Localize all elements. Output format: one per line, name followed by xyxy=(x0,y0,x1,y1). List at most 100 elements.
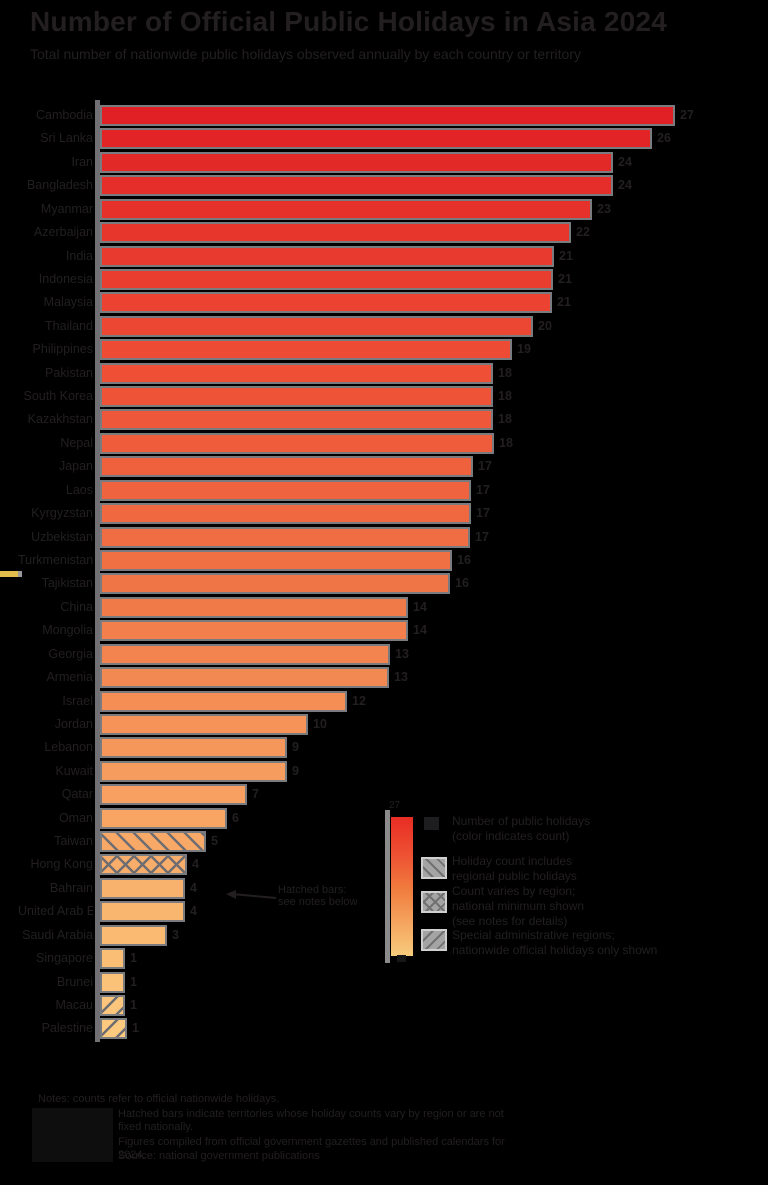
bar-value-label: 24 xyxy=(618,155,632,169)
bar-hatch-pattern xyxy=(102,833,204,850)
bar xyxy=(100,620,408,641)
row-label: Thailand xyxy=(45,319,93,333)
row-label: Bahrain xyxy=(49,881,93,895)
bar-hatch-pattern xyxy=(102,997,123,1014)
footnote-line3: Figures compiled from official governmen… xyxy=(118,1136,505,1161)
bar-value-label: 14 xyxy=(413,623,427,637)
bar-value-label: 13 xyxy=(394,670,408,684)
legend-label-count-l1: Number of public holidays xyxy=(452,814,591,828)
row-label: Malaysia xyxy=(43,295,93,309)
annotation-line1: Hatched bars: xyxy=(278,884,347,896)
chart-subtitle: Total number of nationwide public holida… xyxy=(30,46,581,62)
bar xyxy=(100,948,125,969)
bar-value-label: 26 xyxy=(657,131,671,145)
legend-swatch-hatch-fwd xyxy=(421,929,447,951)
bar-value-label: 21 xyxy=(559,249,573,263)
bar-value-label: 14 xyxy=(413,600,427,614)
row-label: Iran xyxy=(71,155,93,169)
bar-value-label: 4 xyxy=(190,881,197,895)
bar xyxy=(100,527,470,548)
bar-value-label: 18 xyxy=(498,389,512,403)
bar-value-label: 7 xyxy=(252,787,259,801)
row-label: Georgia xyxy=(48,647,93,661)
bar-value-label: 16 xyxy=(457,553,471,567)
legend-scale-max-label: 27 xyxy=(389,800,401,811)
bar xyxy=(100,784,247,805)
row-label: Pakistan xyxy=(45,366,93,380)
bar xyxy=(100,222,571,243)
row-label: Hong Kong xyxy=(30,857,93,871)
bar xyxy=(100,246,554,267)
legend-swatch-hatch-back xyxy=(421,857,447,879)
bar-hatch-pattern xyxy=(102,856,185,873)
row-label: Turkmenistan xyxy=(18,553,93,567)
row-label: Japan xyxy=(58,459,93,473)
bar-value-label: 24 xyxy=(618,178,632,192)
bar xyxy=(100,339,512,360)
row-label: China xyxy=(60,600,93,614)
row-label: Bangladesh xyxy=(26,178,93,192)
bar xyxy=(100,152,613,173)
bar xyxy=(100,386,493,407)
legend-gradient-bar xyxy=(391,817,413,956)
bar-value-label: 10 xyxy=(313,717,327,731)
bar xyxy=(100,808,227,829)
bar xyxy=(100,105,675,126)
bar xyxy=(100,199,592,220)
row-label: Mongolia xyxy=(42,623,93,637)
bar-hatch-pattern xyxy=(102,1020,125,1037)
bar-value-label: 9 xyxy=(292,764,299,778)
bar-value-label: 18 xyxy=(499,436,513,450)
bar-value-label: 4 xyxy=(190,904,197,918)
legend-label-cross-l2: national minimum shown xyxy=(452,899,585,913)
bar-value-label: 1 xyxy=(130,951,137,965)
annotation-label: Hatched bars: see notes below xyxy=(278,884,368,908)
row-label: Macau xyxy=(55,998,93,1012)
bar-value-label: 1 xyxy=(130,975,137,989)
bar-value-label: 1 xyxy=(130,998,137,1012)
row-label: Cambodia xyxy=(36,108,93,122)
footnote-logo-block xyxy=(32,1108,113,1162)
legend-label-cross-l3: (see notes for details) xyxy=(452,914,568,928)
bar xyxy=(100,878,185,899)
row-label: Myanmar xyxy=(40,202,93,216)
row-label: Nepal xyxy=(60,436,93,450)
annotation-arrow-icon xyxy=(226,890,277,899)
bar-value-label: 12 xyxy=(352,694,366,708)
bar xyxy=(100,1018,127,1039)
row-label: Philippines xyxy=(32,342,93,356)
row-label: Palestine xyxy=(41,1021,93,1035)
bar xyxy=(100,550,452,571)
bar xyxy=(100,972,125,993)
bar xyxy=(100,761,287,782)
bar xyxy=(100,128,652,149)
row-label: Saudi Arabia xyxy=(22,928,93,942)
row-label: Israel xyxy=(62,694,93,708)
bar-value-label: 22 xyxy=(576,225,590,239)
bar xyxy=(100,175,613,196)
legend-label-count: Number of public holidays (color indicat… xyxy=(452,814,717,844)
row-label: India xyxy=(65,249,93,263)
bar-value-label: 21 xyxy=(557,295,571,309)
bar xyxy=(100,573,450,594)
bar-value-label: 17 xyxy=(475,530,489,544)
legend-label-back-l2: regional public holidays xyxy=(452,869,577,883)
row-label: Oman xyxy=(58,811,93,825)
y-axis-line xyxy=(95,100,100,1042)
bar xyxy=(100,995,125,1016)
bar-value-label: 5 xyxy=(211,834,218,848)
row-label: Lebanon xyxy=(44,740,93,754)
bar xyxy=(100,831,206,852)
bar-value-label: 17 xyxy=(478,459,492,473)
bar xyxy=(100,901,185,922)
bar-value-label: 6 xyxy=(232,811,239,825)
row-label: Taiwan xyxy=(54,834,93,848)
legend-label-back-l1: Holiday count includes xyxy=(452,854,573,868)
footnote-line2: Hatched bars indicate territories whose … xyxy=(118,1108,504,1133)
legend-swatch-hatch-cross xyxy=(421,891,447,913)
bar-value-label: 1 xyxy=(132,1021,139,1035)
bar xyxy=(100,316,533,337)
row-label: Indonesia xyxy=(38,272,93,286)
bar xyxy=(100,292,552,313)
row-label: Armenia xyxy=(46,670,93,684)
